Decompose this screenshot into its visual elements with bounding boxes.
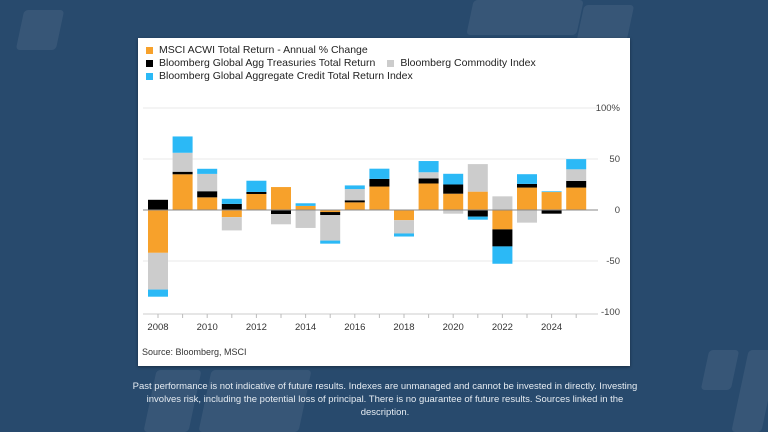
x-tick-label: 2008 (147, 322, 168, 333)
x-tick-label: 2020 (443, 322, 464, 333)
bar-segment-2023-series-3 (517, 174, 537, 184)
bar-segment-2025-series-1 (566, 180, 587, 188)
bar-segment-2020-series-0 (443, 193, 464, 210)
bar-segment-2023-series-0 (517, 187, 537, 210)
bar-segment-2011-series-3 (221, 198, 242, 204)
bar-segment-2016-series-3 (344, 185, 365, 190)
bar-segment-2020-series-3 (443, 173, 464, 185)
legend-label: Bloomberg Global Aggregate Credit Total … (159, 70, 413, 82)
bar-segment-2010-series-2 (197, 173, 218, 192)
bar-segment-2025-series-3 (566, 159, 587, 170)
bar-segment-2021-series-0 (467, 191, 488, 210)
bar-segment-2024-series-3 (541, 191, 562, 193)
bar-segment-2020-series-1 (443, 184, 464, 194)
bar-segment-2009-series-3 (172, 136, 193, 153)
bar-segment-2022-series-0 (492, 210, 513, 230)
bar-segment-2023-series-1 (517, 183, 537, 188)
plot-area: 100% 50 0 -50 -100 2008 2010 2012 2014 2016 2018 20… (143, 103, 621, 333)
bar-segment-2017-series-0 (369, 186, 390, 210)
bar-segment-2022-series-1 (492, 229, 513, 247)
bar-segment-2015-series-1 (320, 212, 341, 216)
legend-label: Bloomberg Commodity Index (400, 57, 536, 69)
x-tick-label: 2024 (541, 322, 562, 333)
disclaimer-text: Past performance is not indicative of fu… (132, 381, 638, 418)
bar-segment-2019-series-3 (418, 161, 439, 173)
bar-segment-2015-series-3 (320, 240, 341, 244)
y-tick-label: -100 (601, 307, 620, 318)
bar-segment-2019-series-0 (418, 183, 439, 210)
bar-segment-2013-series-0 (271, 187, 291, 210)
bar-segment-2022-series-3 (492, 246, 513, 264)
bar-segment-2014-series-2 (295, 210, 316, 228)
bar-segment-2008-series-0 (148, 210, 168, 253)
legend-swatch-commodity (387, 60, 395, 67)
bar-segment-2011-series-0 (221, 210, 242, 218)
bar-segment-2010-series-3 (197, 168, 218, 174)
legend-swatch-msci (146, 47, 153, 54)
bar-segment-2014-series-3 (295, 203, 316, 206)
bar-segment-2009-series-2 (172, 152, 193, 172)
bar-segment-2009-series-1 (172, 171, 193, 175)
bar-segment-2019-series-1 (418, 178, 439, 184)
bar-segment-2018-series-2 (394, 220, 414, 234)
bar-segment-2009-series-0 (172, 174, 193, 210)
y-tick-label: 0 (615, 205, 620, 216)
bar-segment-2012-series-0 (246, 193, 267, 210)
x-tick-label: 2010 (197, 322, 218, 333)
bar-segment-2016-series-1 (344, 200, 365, 203)
bar-segment-2022-series-2 (492, 196, 513, 210)
chart-card: MSCI ACWI Total Return - Annual % Change… (138, 38, 630, 366)
bar-segment-2016-series-2 (344, 189, 365, 201)
bar-segment-2018-series-0 (394, 210, 414, 221)
source-note: Source: Bloomberg, MSCI (142, 347, 247, 357)
bar-segment-2017-series-3 (369, 168, 390, 179)
bar-segment-2014-series-0 (295, 205, 316, 210)
background-decoration (15, 10, 65, 50)
x-tick-label: 2018 (393, 322, 414, 333)
bar-segment-2024-series-0 (541, 192, 562, 210)
bar-segment-2018-series-3 (394, 233, 414, 237)
bar-segment-2012-series-3 (246, 180, 267, 192)
legend-label: Bloomberg Global Agg Treasuries Total Re… (159, 57, 376, 69)
bar-segment-2008-series-3 (148, 289, 168, 297)
bar-segment-2012-series-1 (246, 191, 267, 194)
bar-segment-2021-series-1 (467, 210, 488, 217)
bar-segment-2013-series-1 (271, 210, 291, 215)
bar-segment-2011-series-2 (221, 217, 242, 231)
x-tick-label: 2014 (295, 322, 316, 333)
bar-segment-2021-series-2 (467, 164, 488, 192)
x-tick-label: 2022 (492, 322, 513, 333)
bar-segment-2010-series-1 (197, 191, 218, 198)
bar-segment-2017-series-1 (369, 178, 390, 187)
background-decoration (466, 0, 584, 35)
bar-segment-2010-series-0 (197, 197, 218, 210)
background-decoration (700, 350, 740, 390)
legend-swatch-treasuries (146, 60, 153, 67)
x-tick-label: 2016 (344, 322, 365, 333)
bar-segment-2011-series-1 (221, 203, 242, 210)
y-tick-label: -50 (606, 256, 620, 267)
bar-segment-2013-series-2 (271, 214, 291, 225)
bar-segment-2008-series-2 (148, 252, 168, 290)
bar-segment-2023-series-2 (517, 210, 537, 223)
bar-segment-2015-series-2 (320, 215, 341, 241)
bar-segment-2015-series-0 (320, 210, 341, 213)
bar-segment-2016-series-0 (344, 202, 365, 210)
legend-swatch-credit (146, 73, 153, 80)
background-decoration (731, 350, 768, 432)
bar-segment-2021-series-3 (467, 216, 488, 220)
y-tick-label: 50 (609, 154, 620, 165)
y-tick-label: 100% (596, 103, 621, 114)
bar-segment-2025-series-0 (566, 187, 587, 210)
x-tick-label: 2012 (246, 322, 267, 333)
legend: MSCI ACWI Total Return - Annual % Change… (146, 44, 536, 83)
bar-segment-2019-series-2 (418, 172, 439, 179)
bar-segment-2008-series-1 (148, 199, 168, 210)
bar-segment-2025-series-2 (566, 169, 587, 181)
legend-label: MSCI ACWI Total Return - Annual % Change (159, 44, 368, 56)
bar-segment-2020-series-2 (443, 210, 464, 214)
bar-segment-2024-series-1 (541, 210, 562, 214)
